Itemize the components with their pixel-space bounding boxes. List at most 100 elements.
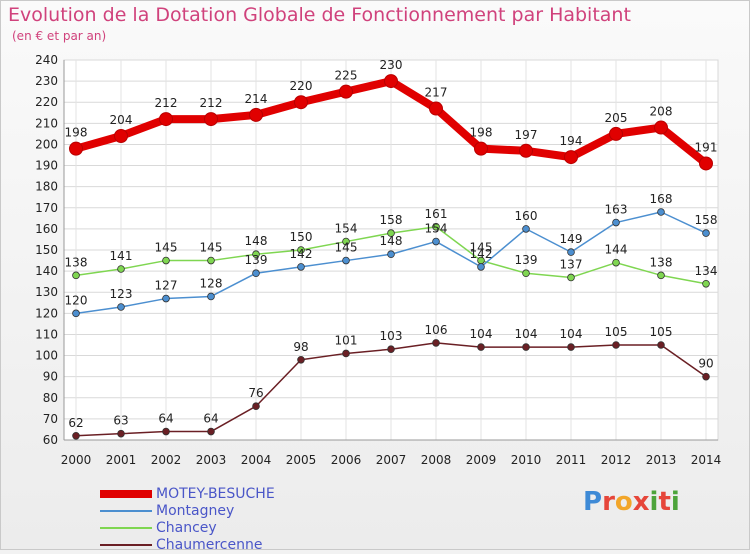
data-point [702, 372, 710, 381]
data-point [522, 225, 530, 233]
x-tick-label: 2003 [196, 453, 227, 467]
data-label: 214 [245, 92, 268, 106]
data-point [207, 427, 215, 436]
y-tick-label: 160 [35, 222, 58, 236]
data-point [162, 294, 170, 303]
y-tick-label: 170 [35, 201, 58, 215]
data-point [519, 143, 533, 158]
data-label: 145 [470, 241, 493, 255]
data-point [252, 250, 260, 259]
data-label: 106 [425, 323, 448, 337]
data-point [612, 341, 620, 349]
data-label: 163 [605, 203, 628, 217]
data-point [72, 271, 80, 280]
data-label: 120 [65, 293, 88, 307]
data-point [114, 129, 128, 143]
x-tick-label: 2011 [556, 453, 587, 467]
x-tick-label: 2009 [466, 453, 497, 467]
data-point [342, 349, 350, 358]
data-point [162, 427, 170, 436]
data-point [477, 343, 485, 351]
x-tick-label: 2004 [241, 453, 272, 467]
data-point [162, 256, 170, 265]
data-label: 198 [470, 126, 493, 140]
data-point [474, 141, 488, 156]
data-point [609, 126, 623, 141]
data-point [387, 229, 395, 237]
y-tick-label: 190 [35, 159, 58, 173]
y-tick-label: 100 [35, 349, 58, 363]
data-label: 104 [515, 327, 538, 341]
data-label: 123 [110, 287, 133, 301]
legend-swatch [100, 527, 152, 529]
data-label: 217 [425, 86, 448, 100]
data-label: 144 [605, 243, 628, 257]
x-tick-label: 2007 [376, 453, 407, 467]
x-tick-label: 2005 [286, 453, 317, 467]
data-label: 205 [605, 111, 628, 125]
y-tick-label: 240 [35, 53, 58, 67]
data-label: 145 [155, 241, 178, 255]
data-point [522, 269, 530, 278]
data-label: 158 [380, 213, 403, 227]
data-point [612, 258, 620, 267]
data-point [72, 309, 80, 318]
data-point [387, 345, 395, 354]
data-point [117, 429, 125, 438]
data-point [612, 218, 620, 227]
x-tick-label: 2014 [691, 453, 722, 467]
legend-swatch [100, 544, 152, 546]
data-label: 64 [158, 412, 173, 426]
data-point [387, 250, 395, 259]
data-label: 76 [248, 386, 263, 400]
data-label: 230 [380, 58, 403, 72]
y-tick-label: 60 [43, 433, 58, 447]
data-point [654, 120, 668, 135]
data-point [249, 107, 263, 122]
data-label: 98 [293, 340, 308, 354]
data-label: 142 [470, 247, 493, 261]
y-tick-label: 200 [35, 137, 58, 151]
data-label: 127 [155, 279, 178, 293]
x-tick-label: 2006 [331, 453, 362, 467]
data-label: 160 [515, 209, 538, 223]
legend-label: Montagney [156, 503, 235, 519]
data-point [432, 222, 440, 231]
data-label: 128 [200, 276, 223, 290]
chart-subtitle: (en € et par an) [12, 29, 107, 43]
data-label: 139 [515, 253, 538, 267]
data-label: 158 [695, 213, 718, 227]
data-point [297, 263, 305, 271]
legend-swatch [100, 490, 152, 498]
data-label: 168 [650, 192, 673, 206]
data-label: 220 [290, 79, 313, 93]
data-point [702, 229, 710, 237]
data-label: 161 [425, 207, 448, 221]
legend-label: Chancey [156, 520, 217, 536]
data-label: 62 [68, 416, 83, 430]
data-label: 194 [560, 134, 583, 148]
data-point [567, 248, 575, 256]
data-label: 90 [698, 357, 713, 371]
y-tick-label: 130 [35, 285, 58, 299]
data-label: 197 [515, 128, 538, 142]
data-label: 137 [560, 257, 583, 271]
y-tick-label: 120 [35, 306, 58, 320]
data-point [69, 141, 83, 156]
data-point [297, 246, 305, 254]
legend-swatch [100, 510, 152, 512]
y-tick-label: 150 [35, 243, 58, 257]
data-point [432, 237, 440, 246]
data-label: 63 [113, 414, 128, 428]
data-point [702, 279, 710, 288]
y-tick-label: 110 [35, 327, 58, 341]
data-point [252, 269, 260, 278]
data-point [432, 339, 440, 347]
y-tick-label: 220 [35, 95, 58, 109]
data-label: 138 [65, 255, 88, 269]
data-label: 212 [155, 96, 178, 110]
data-point [297, 355, 305, 364]
data-point [117, 265, 125, 273]
data-label: 142 [290, 247, 313, 261]
